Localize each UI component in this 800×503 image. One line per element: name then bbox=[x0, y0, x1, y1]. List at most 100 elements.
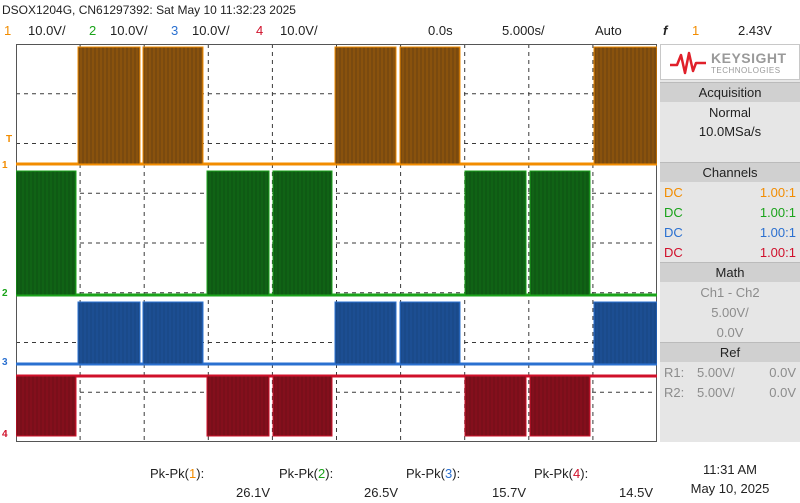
measurement-bar: Pk-Pk(1): 26.1V Pk-Pk(2): 26.5V Pk-Pk(3)… bbox=[0, 458, 660, 503]
channel-row-3[interactable]: DC 1.00:1 bbox=[660, 223, 796, 243]
r1-offset: 0.0V bbox=[769, 365, 796, 380]
channels-heading[interactable]: Channels bbox=[660, 162, 800, 182]
meas-4-channel: 4 bbox=[573, 466, 581, 481]
channel-row-1[interactable]: DC 1.00:1 bbox=[660, 183, 796, 203]
meas-2-channel: 2 bbox=[318, 466, 326, 481]
ch2-burst bbox=[464, 170, 527, 296]
math-offset: 0.0V bbox=[716, 325, 744, 340]
trigger-marker[interactable]: T bbox=[6, 134, 13, 145]
ch4-scale[interactable]: 10.0V/ bbox=[280, 23, 318, 38]
meas-1-suffix: ): bbox=[196, 466, 205, 481]
math-scale: 5.00V/ bbox=[711, 305, 749, 320]
ch1-burst bbox=[142, 46, 204, 165]
r1-scale: 5.00V/ bbox=[697, 365, 735, 380]
ch4-burst bbox=[272, 375, 333, 437]
trigger-channel[interactable]: 1 bbox=[692, 23, 700, 38]
ch3-ground-marker[interactable]: 3 bbox=[2, 357, 8, 368]
ch2-burst bbox=[272, 170, 333, 296]
ch3-burst bbox=[77, 301, 141, 365]
window-title: DSOX1204G, CN61297392: Sat May 10 11:32:… bbox=[2, 3, 296, 17]
ch1-burst bbox=[77, 46, 141, 165]
ch2-burst bbox=[16, 170, 77, 296]
channel-row-4[interactable]: DC 1.00:1 bbox=[660, 243, 796, 263]
ch1-number[interactable]: 1 bbox=[4, 23, 12, 38]
trigger-level[interactable]: 2.43V bbox=[738, 23, 772, 38]
r2-offset: 0.0V bbox=[769, 385, 796, 400]
r1-label: R1: bbox=[664, 365, 685, 380]
waveform-graticule bbox=[16, 44, 657, 442]
r2-scale: 5.00V/ bbox=[697, 385, 735, 400]
logo-subtitle: TECHNOLOGIES bbox=[711, 66, 781, 75]
ch3-burst bbox=[593, 301, 657, 365]
ch1-burst bbox=[593, 46, 657, 165]
ch4-burst bbox=[16, 375, 77, 437]
acquisition-heading[interactable]: Acquisition bbox=[660, 82, 800, 102]
ch2-coupling: DC bbox=[664, 205, 683, 220]
channel-row-2[interactable]: DC 1.00:1 bbox=[660, 203, 796, 223]
ch1-coupling: DC bbox=[664, 185, 683, 200]
ch4-burst bbox=[529, 375, 591, 437]
meas-3-prefix: Pk-Pk( bbox=[406, 466, 445, 481]
ch1-ground-marker[interactable]: 1 bbox=[2, 160, 8, 171]
meas-4-suffix: ): bbox=[580, 466, 589, 481]
acquisition-mode: Normal bbox=[709, 105, 751, 120]
ch3-burst bbox=[334, 301, 397, 365]
r2-label: R2: bbox=[664, 385, 685, 400]
ch4-probe: 1.00:1 bbox=[759, 245, 796, 260]
ch2-probe: 1.00:1 bbox=[759, 205, 796, 220]
clock-time: 11:31 AM bbox=[703, 462, 757, 477]
acquisition-rate: 10.0MSa/s bbox=[698, 124, 762, 139]
ch1-scale[interactable]: 10.0V/ bbox=[28, 23, 66, 38]
math-heading[interactable]: Math bbox=[660, 262, 800, 282]
keysight-wave-icon bbox=[670, 51, 706, 75]
clock-date: May 10, 2025 bbox=[690, 481, 770, 496]
ch2-ground-marker[interactable]: 2 bbox=[2, 288, 8, 299]
ch3-coupling: DC bbox=[664, 225, 683, 240]
measurement-label-1[interactable]: Pk-Pk(1): bbox=[150, 466, 204, 481]
meas-2-suffix: ): bbox=[325, 466, 334, 481]
time-scale[interactable]: 5.000s/ bbox=[502, 23, 545, 38]
logo-name: KEYSIGHT bbox=[711, 50, 787, 66]
trigger-mode[interactable]: Auto bbox=[595, 23, 622, 38]
ch3-probe: 1.00:1 bbox=[759, 225, 796, 240]
meas-2-prefix: Pk-Pk( bbox=[279, 466, 318, 481]
ch3-scale[interactable]: 10.0V/ bbox=[192, 23, 230, 38]
trigger-slope-icon: f bbox=[663, 23, 668, 38]
math-function: Ch1 - Ch2 bbox=[700, 285, 760, 300]
meas-1-channel: 1 bbox=[189, 466, 197, 481]
meas-1-prefix: Pk-Pk( bbox=[150, 466, 189, 481]
measurement-label-3[interactable]: Pk-Pk(3): bbox=[406, 466, 460, 481]
measurement-label-2[interactable]: Pk-Pk(2): bbox=[279, 466, 333, 481]
ref-row-2[interactable]: R2: 5.00V/ 0.0V bbox=[660, 383, 796, 403]
measurement-value-3: 15.7V bbox=[492, 485, 526, 500]
meas-3-suffix: ): bbox=[452, 466, 461, 481]
ch4-number[interactable]: 4 bbox=[256, 23, 264, 38]
ch1-burst bbox=[399, 46, 461, 165]
ch3-burst bbox=[399, 301, 461, 365]
ref-row-1[interactable]: R1: 5.00V/ 0.0V bbox=[660, 363, 796, 383]
measurement-value-4: 14.5V bbox=[619, 485, 653, 500]
ch2-burst bbox=[206, 170, 270, 296]
time-offset[interactable]: 0.0s bbox=[428, 23, 453, 38]
ch4-coupling: DC bbox=[664, 245, 683, 260]
side-panel: KEYSIGHT TECHNOLOGIES Acquisition Normal… bbox=[660, 44, 800, 442]
ch3-number[interactable]: 3 bbox=[171, 23, 179, 38]
ch2-scale[interactable]: 10.0V/ bbox=[110, 23, 148, 38]
ref-heading[interactable]: Ref bbox=[660, 342, 800, 362]
ch1-burst bbox=[334, 46, 397, 165]
ch2-number[interactable]: 2 bbox=[89, 23, 97, 38]
meas-3-channel: 3 bbox=[445, 466, 453, 481]
measurement-value-1: 26.1V bbox=[236, 485, 270, 500]
measurement-label-4[interactable]: Pk-Pk(4): bbox=[534, 466, 588, 481]
measurement-value-2: 26.5V bbox=[364, 485, 398, 500]
ch4-ground-marker[interactable]: 4 bbox=[2, 429, 8, 440]
ch4-burst bbox=[464, 375, 527, 437]
ch2-burst bbox=[529, 170, 591, 296]
keysight-logo: KEYSIGHT TECHNOLOGIES bbox=[660, 44, 800, 80]
status-bar: 1 10.0V/ 2 10.0V/ 3 10.0V/ 4 10.0V/ 0.0s… bbox=[0, 21, 800, 41]
waveform-display[interactable] bbox=[16, 44, 657, 442]
clock: 11:31 AM May 10, 2025 bbox=[660, 458, 800, 503]
ch3-burst bbox=[142, 301, 204, 365]
meas-4-prefix: Pk-Pk( bbox=[534, 466, 573, 481]
ch4-burst bbox=[206, 375, 270, 437]
